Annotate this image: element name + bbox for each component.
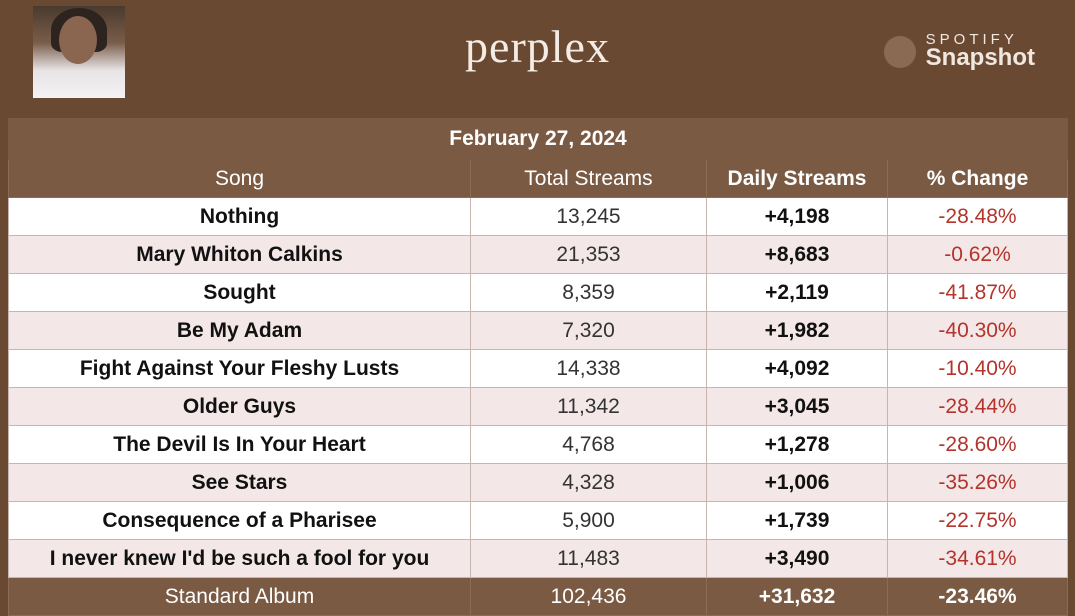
artist-photo <box>33 6 125 98</box>
column-header: Daily Streams <box>706 159 888 198</box>
column-header: Song <box>8 159 471 198</box>
total-streams-cell: 14,338 <box>470 349 707 388</box>
date-row: February 27, 2024 <box>7 118 1069 160</box>
song-cell: Nothing <box>8 197 471 236</box>
artist-title: perplex <box>465 21 610 72</box>
total-streams-cell: 13,245 <box>470 197 707 236</box>
daily-streams-cell: +2,119 <box>706 273 888 312</box>
percent-change-cell: -40.30% <box>886 311 1069 350</box>
song-row: Mary Whiton Calkins 21,353 +8,683 -0.62% <box>8 235 1069 274</box>
song-cell: Fight Against Your Fleshy Lusts <box>8 349 471 388</box>
brand-top: SPOTIFY <box>925 31 1018 48</box>
song-row: Sought 8,359 +2,119 -41.87% <box>8 273 1069 312</box>
song-row: The Devil Is In Your Heart 4,768 +1,278 -28… <box>8 425 1069 464</box>
song-cell: Mary Whiton Calkins <box>8 235 471 274</box>
total-streams-cell: 5,900 <box>470 501 707 540</box>
streams-table: February 27, 2024 Song Total Streams Daily… <box>7 118 1069 616</box>
daily-streams-cell: +1,278 <box>706 425 888 464</box>
brand-icon <box>883 36 916 68</box>
daily-streams-cell: +3,490 <box>706 539 888 578</box>
column-header-row: Song Total Streams Daily Streams% Change <box>8 159 1069 198</box>
percent-change-cell: -41.87% <box>886 273 1069 312</box>
daily-streams-cell: +1,982 <box>706 311 888 350</box>
column-header: % Change <box>886 159 1069 198</box>
song-row: See Stars 4,328 +1,006 -35.26% <box>8 463 1069 502</box>
daily-streams-cell: +1,006 <box>706 463 888 502</box>
album-total-row: Standard Album 102,436 +31,632 -23.46% <box>8 577 1069 616</box>
percent-change-total: -23.46% <box>886 577 1069 616</box>
header: perplex SPOTIFY Snapshot <box>0 0 1075 116</box>
song-row: Older Guys 11,342 +3,045 -28.44% <box>8 387 1069 426</box>
daily-streams-cell: +3,045 <box>706 387 888 426</box>
total-streams-cell: 7,320 <box>470 311 707 350</box>
song-cell: Be My Adam <box>8 311 471 350</box>
song-row: Consequence of a Pharisee 5,900 +1,739 -22.… <box>8 501 1069 540</box>
total-streams-cell: 4,328 <box>470 463 707 502</box>
daily-streams-cell: +4,092 <box>706 349 888 388</box>
song-cell: See Stars <box>8 463 471 502</box>
total-streams-total: 102,436 <box>470 577 707 616</box>
percent-change-cell: -22.75% <box>886 501 1069 540</box>
total-streams-cell: 21,353 <box>470 235 707 274</box>
song-cell: Older Guys <box>8 387 471 426</box>
total-streams-cell: 4,768 <box>470 425 707 464</box>
song-cell: I never knew I'd be such a fool for you <box>8 539 471 578</box>
column-header: Total Streams <box>470 159 707 198</box>
brand-logo: SPOTIFY Snapshot <box>883 31 1035 71</box>
percent-change-cell: -35.26% <box>886 463 1069 502</box>
brand-bottom: Snapshot <box>925 44 1035 71</box>
daily-streams-cell: +1,739 <box>706 501 888 540</box>
percent-change-cell: -28.44% <box>886 387 1069 426</box>
song-total: Standard Album <box>8 577 471 616</box>
date: February 27, 2024 <box>7 118 1069 160</box>
daily-streams-cell: +4,198 <box>706 197 888 236</box>
total-streams-cell: 11,342 <box>470 387 707 426</box>
song-row: Be My Adam 7,320 +1,982 -40.30% <box>8 311 1069 350</box>
daily-streams-cell: +8,683 <box>706 235 888 274</box>
song-row: Nothing 13,245 +4,198 -28.48% <box>8 197 1069 236</box>
total-streams-cell: 8,359 <box>470 273 707 312</box>
percent-change-cell: -10.40% <box>886 349 1069 388</box>
percent-change-cell: -34.61% <box>886 539 1069 578</box>
song-row: I never knew I'd be such a fool for you 1… <box>8 539 1069 578</box>
percent-change-cell: -28.48% <box>886 197 1069 236</box>
song-cell: Consequence of a Pharisee <box>8 501 471 540</box>
percent-change-cell: -0.62% <box>886 235 1069 274</box>
total-streams-cell: 11,483 <box>470 539 707 578</box>
daily-streams-total: +31,632 <box>706 577 888 616</box>
percent-change-cell: -28.60% <box>886 425 1069 464</box>
song-cell: Sought <box>8 273 471 312</box>
song-row: Fight Against Your Fleshy Lusts 14,338 +4,… <box>8 349 1069 388</box>
song-cell: The Devil Is In Your Heart <box>8 425 471 464</box>
